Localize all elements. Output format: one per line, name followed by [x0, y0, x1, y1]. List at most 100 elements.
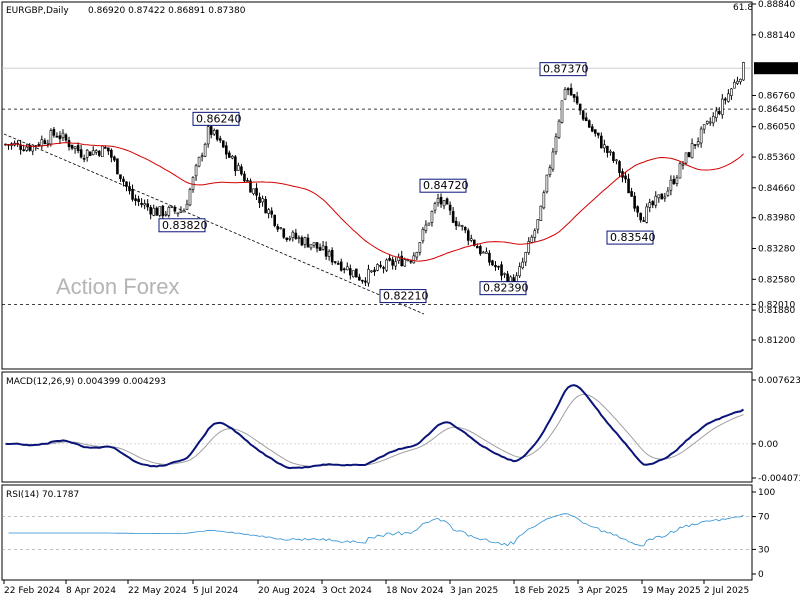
candle-body: [730, 88, 733, 96]
candle-body: [672, 179, 676, 185]
candle-body: [158, 206, 162, 216]
candle-body: [575, 96, 579, 104]
candle-body: [288, 237, 292, 240]
candle-body: [497, 265, 500, 268]
annotation-box: [192, 111, 240, 126]
annotation-box: [539, 62, 587, 77]
candle-body: [237, 165, 240, 171]
candle-body: [648, 202, 652, 208]
candle-body: [427, 222, 431, 226]
candle-body: [97, 150, 101, 156]
candle-body: [485, 251, 488, 254]
candle-body: [333, 261, 337, 263]
candle-body: [249, 180, 252, 193]
candle-body: [624, 175, 627, 180]
candle-body: [460, 225, 464, 227]
candle-body: [606, 145, 609, 153]
candle-body: [188, 189, 192, 206]
candle-body: [627, 178, 630, 194]
candle-body: [542, 192, 546, 209]
candle-body: [170, 206, 174, 208]
candle-body: [630, 191, 633, 197]
candle-body: [494, 264, 497, 268]
candle-body: [179, 210, 183, 213]
candle-body: [155, 207, 159, 216]
annotation-label: 0.83540: [610, 231, 656, 244]
candle-body: [675, 177, 679, 184]
candle-body: [382, 267, 385, 269]
candle-body: [312, 242, 316, 246]
fib-label: 61.8: [733, 3, 753, 13]
candle-body: [533, 230, 537, 238]
candle-body: [379, 264, 382, 267]
candle-body: [355, 268, 358, 278]
annotation-box: [158, 218, 206, 233]
candle-body: [116, 158, 119, 175]
candle-body: [67, 140, 71, 147]
candle-body: [140, 202, 143, 205]
candle-body: [285, 237, 289, 240]
y-tick-label: 0.84660: [758, 184, 795, 194]
candle-body: [194, 165, 198, 177]
annotation-box: [419, 178, 467, 193]
rsi-line: [8, 513, 744, 547]
candle-body: [699, 128, 703, 144]
candle-body: [678, 163, 682, 179]
x-tick-label: 18 Feb 2025: [514, 586, 570, 596]
candle-body: [270, 210, 273, 215]
candle-body: [391, 259, 394, 266]
candle-body: [91, 150, 95, 155]
candle-body: [94, 150, 98, 153]
candle-body: [37, 144, 41, 146]
candle-body: [548, 167, 552, 175]
candle-body: [412, 255, 416, 264]
candle-body: [600, 135, 603, 149]
candle-body: [409, 260, 413, 263]
candle-body: [200, 155, 204, 158]
candle-body: [46, 143, 50, 145]
moving-average: [5, 142, 744, 262]
chart-ohlc-values: 0.86920 0.87422 0.86891 0.87380: [88, 6, 246, 16]
annotation-label: 0.86240: [196, 112, 242, 125]
candle-body: [197, 156, 201, 167]
candle-body: [388, 258, 391, 261]
candle-body: [482, 251, 485, 254]
x-tick-label: 2 Jul 2025: [704, 586, 749, 596]
rsi-title: RSI(14) 70.1787: [6, 490, 79, 500]
candle-body: [264, 198, 267, 214]
candle-body: [536, 219, 540, 230]
candle-body: [702, 124, 706, 130]
y-tick-label: 0.82010: [758, 300, 795, 310]
candle-body: [645, 206, 649, 223]
candle-body: [572, 94, 576, 98]
candle-body: [457, 224, 461, 227]
candle-body: [225, 145, 228, 155]
candle-body: [469, 238, 473, 241]
candle-body: [442, 200, 446, 207]
price-levels: [2, 67, 752, 305]
price-annotations: 0.86240 0.83820 0.82210 0.84720 0.82390 0.873…: [158, 62, 656, 304]
candle-body: [439, 196, 443, 205]
candle-body: [566, 88, 570, 91]
annotation-box: [379, 289, 427, 304]
y-tick-label: 0.86050: [758, 123, 795, 133]
candle-body: [618, 161, 621, 173]
annotation-label: 0.83820: [162, 219, 208, 232]
candle-body: [261, 198, 264, 203]
candle-body: [479, 246, 482, 255]
candle-body: [705, 120, 709, 124]
rsi-indicator: 100 70 30 0: [2, 488, 775, 580]
candle-body: [146, 203, 149, 208]
candle-body: [203, 144, 207, 157]
candle-body: [684, 152, 688, 164]
candle-body: [330, 249, 334, 263]
candle-body: [143, 203, 146, 206]
candle-body: [584, 117, 588, 122]
candle-body: [255, 187, 258, 196]
candle-body: [660, 193, 664, 200]
candle-body: [167, 207, 171, 216]
candle-body: [445, 198, 449, 205]
y-tick-label: 0.86450: [758, 105, 795, 115]
candle-body: [642, 220, 645, 222]
